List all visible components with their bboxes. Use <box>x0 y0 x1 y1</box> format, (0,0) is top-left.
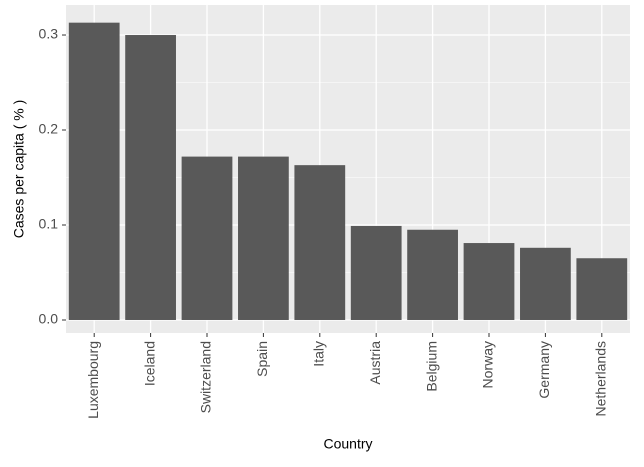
x-tick-label: Austria <box>367 341 383 385</box>
bar <box>463 243 515 320</box>
x-tick-label: Netherlands <box>593 341 609 417</box>
x-tick-label: Italy <box>311 341 327 367</box>
x-tick-label: Belgium <box>423 341 439 392</box>
bar <box>68 22 120 320</box>
x-tick-label: Norway <box>480 341 496 388</box>
x-tick-label: Spain <box>254 341 270 377</box>
y-tick-label: 0.3 <box>39 26 59 42</box>
y-tick-label: 0.0 <box>39 311 59 327</box>
x-tick-label: Germany <box>536 341 552 399</box>
bar <box>294 165 346 320</box>
x-axis-title: Country <box>323 436 372 452</box>
y-tick-label: 0.1 <box>39 216 59 232</box>
bar <box>125 35 176 320</box>
x-tick-label: Luxembourg <box>85 341 101 419</box>
x-tick-label: Iceland <box>141 341 157 386</box>
x-tick-label: Switzerland <box>198 341 214 413</box>
bar <box>238 156 289 320</box>
y-tick-label: 0.2 <box>39 121 59 137</box>
bar <box>576 258 628 320</box>
y-axis-title: Cases per capita ( % ) <box>11 100 27 239</box>
bar <box>350 225 402 320</box>
bar <box>407 229 458 320</box>
bar <box>520 247 571 320</box>
bar <box>181 156 233 320</box>
